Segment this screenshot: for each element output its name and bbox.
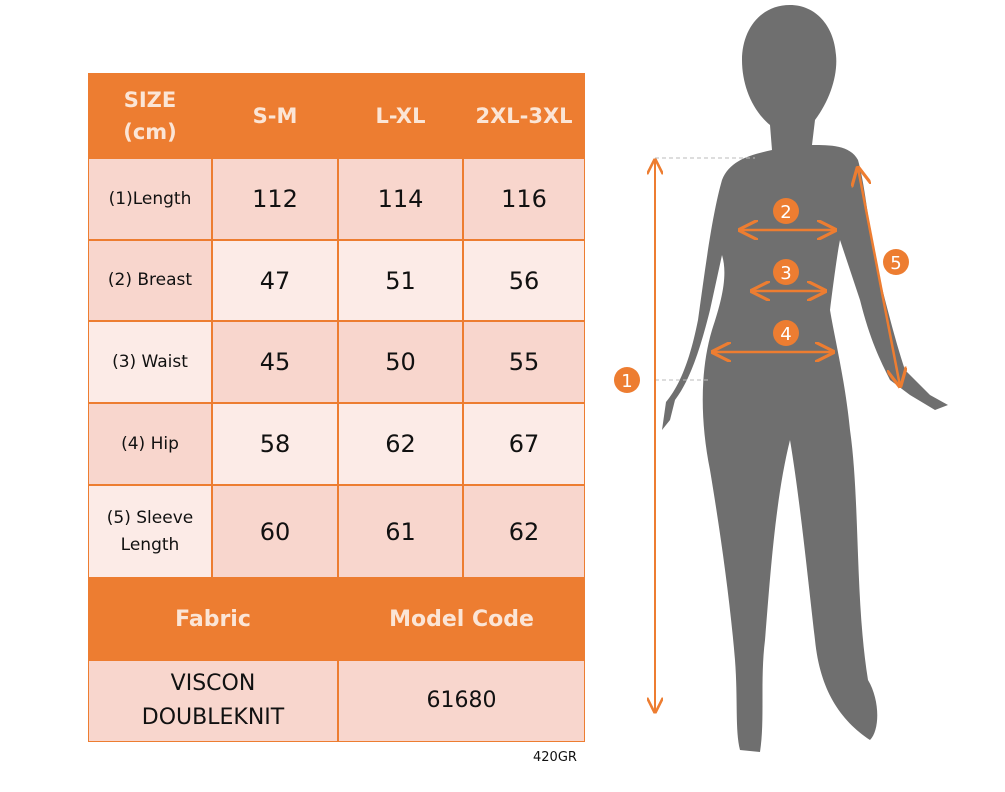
marker-2: [773, 198, 799, 224]
table-row: (4) Hip 58 62 67: [88, 403, 585, 485]
cell-value: 114: [338, 158, 463, 240]
marker-3-label: 3: [780, 263, 791, 284]
fabric-value: VISCON DOUBLEKNIT: [88, 660, 338, 742]
size-chart-table: SIZE (cm) S-M L-XL 2XL-3XL (1)Length 112 …: [88, 73, 585, 742]
cell-value: 60: [212, 485, 338, 578]
row-label-line: (5) Sleeve: [106, 507, 194, 528]
marker-5-label: 5: [890, 253, 901, 274]
marker-4-label: 4: [780, 324, 791, 345]
cell-value: 112: [212, 158, 338, 240]
cell-value: 116: [463, 158, 585, 240]
measurement-figure: 1 2 3 4 5: [614, 5, 948, 752]
model-code-value: 61680: [338, 660, 585, 742]
row-label: (3) Waist: [88, 321, 212, 403]
size-header-unit: (cm): [123, 119, 177, 144]
fabric-line: DOUBLEKNIT: [141, 705, 285, 730]
model-code-label: Model Code: [338, 578, 585, 660]
table-row: (1)Length 112 114 116: [88, 158, 585, 240]
cell-value: 67: [463, 403, 585, 485]
cell-value: 50: [338, 321, 463, 403]
sleeve-arrow: [858, 168, 900, 386]
row-label: (4) Hip: [88, 403, 212, 485]
woman-silhouette: [662, 5, 948, 752]
weight-note: 420GR: [533, 750, 577, 765]
row-label-line: Length: [120, 534, 180, 555]
cell-value: 58: [212, 403, 338, 485]
fabric-line: VISCON: [170, 671, 256, 696]
table-row: (3) Waist 45 50 55: [88, 321, 585, 403]
marker-3: [773, 259, 799, 285]
marker-1: [614, 367, 640, 393]
table-row: (2) Breast 47 51 56: [88, 240, 585, 321]
cell-value: 55: [463, 321, 585, 403]
header-row: SIZE (cm) S-M L-XL 2XL-3XL: [88, 73, 585, 158]
cell-value: 45: [212, 321, 338, 403]
size-header: SIZE (cm): [88, 73, 212, 158]
fabric-value-row: VISCON DOUBLEKNIT 61680: [88, 660, 585, 742]
marker-5: [883, 249, 909, 275]
marker-4: [773, 320, 799, 346]
row-label: (1)Length: [88, 158, 212, 240]
fabric-label: Fabric: [88, 578, 338, 660]
marker-1-label: 1: [621, 371, 632, 392]
cell-value: 61: [338, 485, 463, 578]
cell-value: 51: [338, 240, 463, 321]
row-label: (2) Breast: [88, 240, 212, 321]
fabric-header-row: Fabric Model Code: [88, 578, 585, 660]
row-label: (5) Sleeve Length: [88, 485, 212, 578]
cell-value: 47: [212, 240, 338, 321]
cell-value: 56: [463, 240, 585, 321]
cell-value: 62: [338, 403, 463, 485]
marker-2-label: 2: [780, 202, 791, 223]
table-row: (5) Sleeve Length 60 61 62: [88, 485, 585, 578]
size-col-2xl-3xl: 2XL-3XL: [463, 73, 585, 158]
size-header-line: SIZE: [123, 87, 177, 112]
size-col-s-m: S-M: [212, 73, 338, 158]
size-col-l-xl: L-XL: [338, 73, 463, 158]
cell-value: 62: [463, 485, 585, 578]
